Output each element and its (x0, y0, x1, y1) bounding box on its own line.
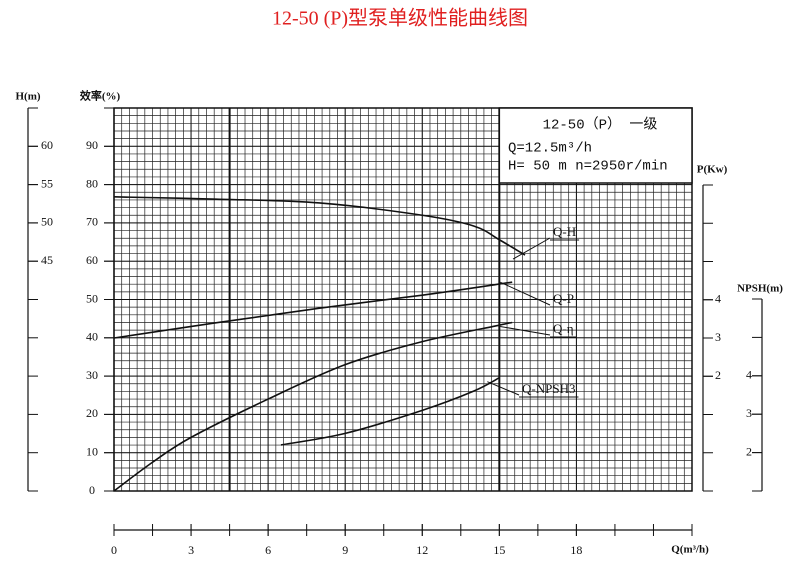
y-tick-label: 20 (86, 406, 98, 420)
axis-title: 效率(%) (80, 89, 121, 103)
curve-label: Q-H (553, 224, 576, 239)
y-tick-label: 70 (86, 215, 98, 229)
leader-line (487, 381, 520, 396)
x-tick-label: 9 (342, 543, 348, 557)
y-tick-label: 3 (746, 406, 752, 420)
y-tick-label: 4 (715, 292, 721, 306)
axis-title: P(Kw) (697, 164, 728, 176)
curve-label: Q-NPSH3 (522, 381, 575, 396)
y-tick-label: 55 (41, 176, 53, 190)
y-tick-label: 2 (746, 444, 752, 458)
curve (113, 281, 513, 339)
x-tick-label: 0 (111, 543, 117, 557)
y-tick-label: 10 (86, 444, 98, 458)
x-tick-label: 3 (188, 543, 194, 557)
chart-title: 12-50 (P)型泵单级性能曲线图 (272, 7, 528, 30)
info-box (498, 107, 693, 184)
x-tick-label: 6 (265, 543, 271, 557)
info-text: H= 50 m n=2950r/min (508, 159, 668, 175)
info-text: Q=12.5m³/h (508, 141, 592, 157)
leader-line (512, 237, 551, 260)
y-tick-label: 50 (86, 291, 98, 305)
y-tick-label: 60 (41, 138, 53, 152)
info-text: 12-50（P） 一级 (543, 117, 658, 134)
x-tick-label: 15 (493, 543, 505, 557)
y-tick-label: 90 (86, 138, 98, 152)
leader-line (500, 325, 551, 336)
axis-title: Q(m³/h) (671, 544, 709, 556)
y-tick-label: 2 (715, 368, 721, 382)
curve (113, 196, 526, 256)
y-tick-label: 4 (746, 368, 752, 382)
axis-title: NPSH(m) (737, 283, 783, 295)
y-tick-label: 60 (86, 253, 98, 267)
y-tick-label: 0 (89, 483, 95, 497)
y-tick-label: 30 (86, 368, 98, 382)
y-tick-label: 80 (86, 176, 98, 190)
y-tick-label: 45 (41, 253, 53, 267)
axis-title: H(m) (15, 91, 40, 103)
y-tick-label: 40 (86, 330, 98, 344)
y-tick-label: 50 (41, 215, 53, 229)
x-tick-label: 12 (416, 543, 428, 557)
leader-line (499, 281, 551, 306)
y-tick-label: 3 (715, 330, 721, 344)
x-tick-label: 18 (570, 543, 582, 557)
curve-label: Q-η (553, 321, 574, 336)
curve (113, 321, 513, 492)
curve (280, 377, 500, 446)
curve-label: Q-P (553, 291, 574, 306)
